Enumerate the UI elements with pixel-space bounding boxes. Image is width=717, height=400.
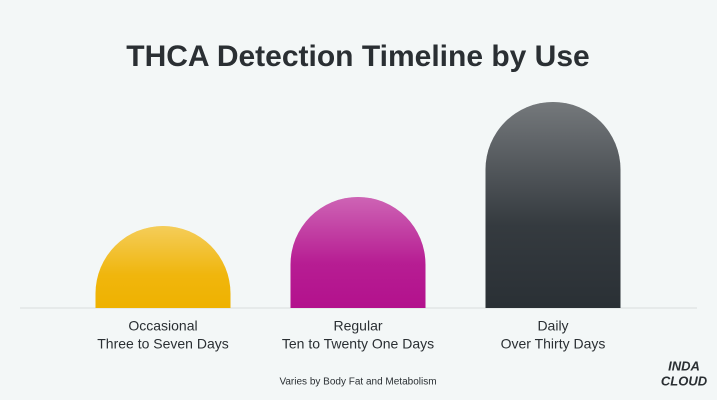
bar-shine xyxy=(290,197,426,308)
category-label: Occasional xyxy=(128,318,197,334)
category-label: Regular xyxy=(333,318,382,334)
bar-shine xyxy=(95,226,231,308)
bar-shine xyxy=(485,101,621,308)
category-sublabel: Three to Seven Days xyxy=(97,336,229,352)
logo-line1: INDA xyxy=(668,358,700,373)
logo-line2: CLOUD xyxy=(661,373,708,388)
footnote: Varies by Body Fat and Metabolism xyxy=(279,377,436,388)
chart-title: THCA Detection Timeline by Use xyxy=(126,40,589,73)
category-sublabel: Over Thirty Days xyxy=(501,336,606,352)
category-label: Daily xyxy=(537,318,568,334)
category-sublabel: Ten to Twenty One Days xyxy=(282,336,434,352)
